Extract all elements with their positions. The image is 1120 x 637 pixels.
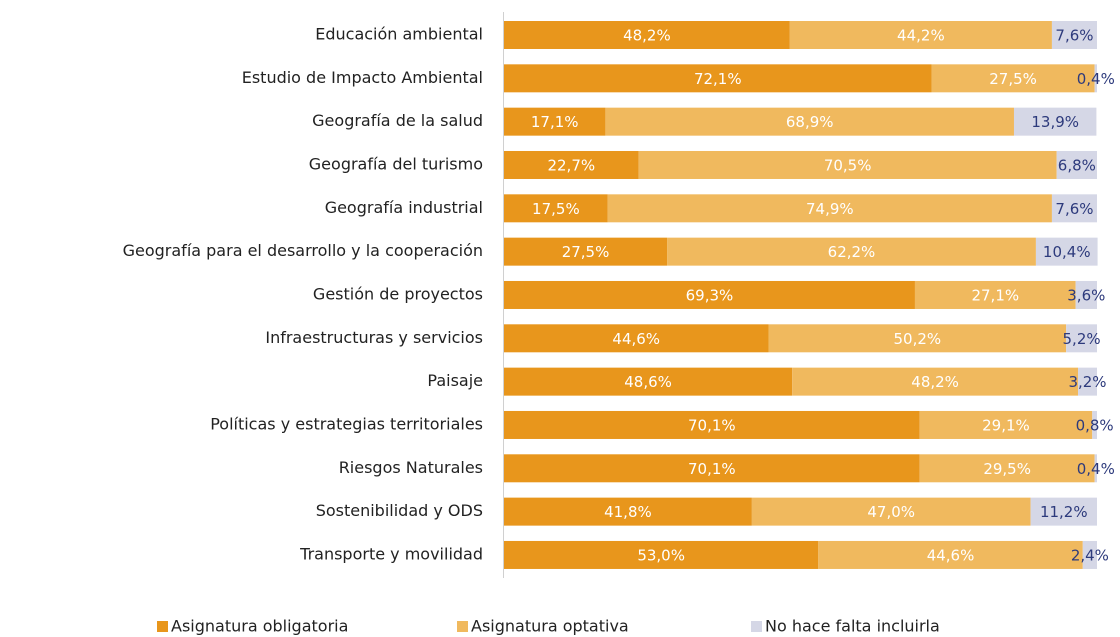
category-label: Estudio de Impacto Ambiental xyxy=(242,68,483,87)
value-label: 13,9% xyxy=(1031,113,1079,131)
value-label: 72,1% xyxy=(694,70,742,88)
bar-segment xyxy=(1092,410,1097,439)
bar-segment xyxy=(931,64,1095,93)
category-label: Educación ambiental xyxy=(315,25,483,44)
value-label: 17,1% xyxy=(531,113,579,131)
value-label: 70,5% xyxy=(824,156,872,174)
bar-segment xyxy=(751,497,1031,526)
bar-segment xyxy=(607,194,1052,223)
bar-segment xyxy=(1051,194,1097,223)
value-label: 48,2% xyxy=(623,27,671,45)
bar-segment xyxy=(504,497,752,526)
bar-segment xyxy=(1066,324,1097,353)
bar-segment xyxy=(1078,367,1097,396)
value-label: 47,0% xyxy=(867,503,915,521)
category-label: Infraestructuras y servicios xyxy=(265,328,483,347)
bar-segment xyxy=(605,107,1014,136)
bar-segment xyxy=(504,21,790,49)
bar-segment xyxy=(1094,454,1097,483)
bar-segment xyxy=(504,107,606,136)
bar-segment xyxy=(504,324,769,353)
legend-label: Asignatura obligatoria xyxy=(171,617,348,636)
value-label: 69,3% xyxy=(686,286,734,304)
category-label: Geografía del turismo xyxy=(309,154,483,173)
category-label: Geografía industrial xyxy=(325,198,483,217)
bar-segment xyxy=(914,280,1076,309)
bar-segment xyxy=(504,367,793,396)
category-label: Sostenibilidad y ODS xyxy=(316,501,483,520)
bar-segment xyxy=(504,454,920,483)
legend-swatch xyxy=(457,621,468,632)
value-label: 44,6% xyxy=(612,330,660,348)
bar-segment xyxy=(789,21,1052,49)
bar-segment xyxy=(1056,150,1097,179)
bar-segment xyxy=(768,324,1067,353)
bar-segment xyxy=(1075,280,1097,309)
bar-segment xyxy=(504,410,920,439)
category-label: Transporte y movilidad xyxy=(299,544,483,563)
value-label: 7,6% xyxy=(1055,27,1093,45)
value-label: 27,5% xyxy=(989,70,1037,88)
legend-swatch xyxy=(157,621,168,632)
value-label: 74,9% xyxy=(806,200,854,218)
category-label: Paisaje xyxy=(427,371,483,390)
bar-segment xyxy=(818,540,1083,569)
bar-segment xyxy=(504,64,932,93)
bar-segment xyxy=(919,410,1093,439)
value-label: 48,2% xyxy=(911,373,959,391)
bar-segment xyxy=(792,367,1079,396)
category-label: Gestión de proyectos xyxy=(313,284,483,303)
bar-segment xyxy=(638,150,1057,179)
bar-segment xyxy=(1013,107,1097,136)
value-label: 68,9% xyxy=(786,113,834,131)
value-label: 7,6% xyxy=(1055,200,1093,218)
category-label: Riesgos Naturales xyxy=(339,458,483,477)
bar-segment xyxy=(1082,540,1097,569)
value-label: 44,2% xyxy=(897,27,945,45)
value-label: 29,1% xyxy=(982,416,1030,434)
bar-segment xyxy=(504,194,608,223)
value-label: 62,2% xyxy=(828,243,876,261)
value-label: 0,4% xyxy=(1077,460,1115,478)
value-label: 17,5% xyxy=(532,200,580,218)
value-label: 3,2% xyxy=(1068,373,1106,391)
value-label: 27,1% xyxy=(971,286,1019,304)
legend-swatch xyxy=(751,621,762,632)
value-label: 53,0% xyxy=(637,546,685,564)
bar-segment xyxy=(1094,64,1097,93)
bar-segment xyxy=(919,454,1095,483)
bar-segment xyxy=(504,150,639,179)
value-label: 41,8% xyxy=(604,503,652,521)
value-label: 27,5% xyxy=(562,243,610,261)
value-label: 48,6% xyxy=(624,373,672,391)
value-label: 6,8% xyxy=(1058,156,1096,174)
value-label: 29,5% xyxy=(983,460,1031,478)
value-label: 2,4% xyxy=(1071,546,1109,564)
value-label: 70,1% xyxy=(688,460,736,478)
value-label: 22,7% xyxy=(547,156,595,174)
bar-segment xyxy=(504,280,915,309)
value-label: 0,8% xyxy=(1076,416,1114,434)
bar-segment xyxy=(1030,497,1097,526)
value-label: 44,6% xyxy=(927,546,975,564)
category-label: Geografía para el desarrollo y la cooper… xyxy=(123,241,483,260)
bar-segment xyxy=(504,540,819,569)
bar-segment xyxy=(1035,237,1098,266)
bar-segment xyxy=(504,237,668,266)
value-label: 3,6% xyxy=(1067,286,1105,304)
value-label: 5,2% xyxy=(1063,330,1101,348)
legend-label: Asignatura optativa xyxy=(471,617,629,636)
value-label: 50,2% xyxy=(893,330,941,348)
value-label: 0,4% xyxy=(1077,70,1115,88)
legend-label: No hace falta incluirla xyxy=(765,617,940,636)
bar-segment xyxy=(1051,21,1097,49)
category-label: Geografía de la salud xyxy=(312,111,483,130)
value-label: 70,1% xyxy=(688,416,736,434)
value-label: 11,2% xyxy=(1040,503,1088,521)
bar-segment xyxy=(667,237,1036,266)
value-label: 10,4% xyxy=(1043,243,1091,261)
category-label: Políticas y estrategias territoriales xyxy=(210,414,483,433)
